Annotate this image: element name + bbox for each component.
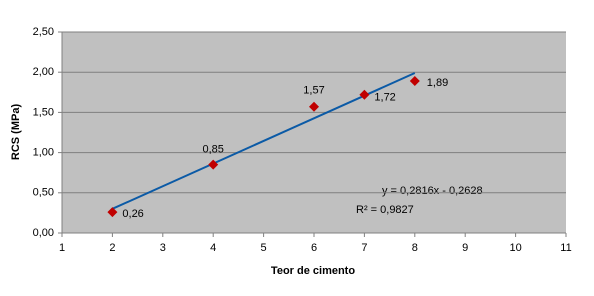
point [309,101,319,112]
x-tick-label: 2 [109,242,115,254]
x-tick-label: 6 [311,242,317,254]
point [208,159,219,170]
y-tick-label: 1,00 [33,147,54,159]
y-tick-label: 0,00 [33,227,54,239]
x-tick-label: 10 [509,242,521,254]
x-tick-label: 8 [412,242,418,254]
x-tick-label: 11 [560,242,571,254]
data-label: 0,85 [202,144,223,156]
data-label: 1,72 [374,92,395,104]
y-tick-label: 2,50 [33,26,54,38]
y-tick-label: 0,50 [33,187,54,199]
x-axis-title: Teor de cimento [271,265,355,277]
x-tick-label: 9 [462,242,468,254]
trend-r-squared: R² = 0,9827 [356,204,414,216]
x-tick-label: 7 [361,242,367,254]
data-label: 1,57 [303,85,324,97]
y-axis-title: RCS (MPa) [10,104,22,161]
point [409,76,420,87]
y-tick-label: 1,50 [33,106,54,118]
point [359,89,370,100]
point [107,207,118,218]
data-label: 0,26 [122,208,143,220]
x-tick-label: 4 [210,242,216,254]
x-tick-label: 1 [59,242,65,254]
plot-area [62,32,566,233]
trend-equation: y = 0,2816x - 0,2628 [382,185,483,197]
data-label: 1,89 [427,77,448,89]
x-tick-label: 5 [261,242,267,254]
x-tick-label: 3 [160,242,166,254]
y-tick-label: 2,00 [33,66,54,78]
